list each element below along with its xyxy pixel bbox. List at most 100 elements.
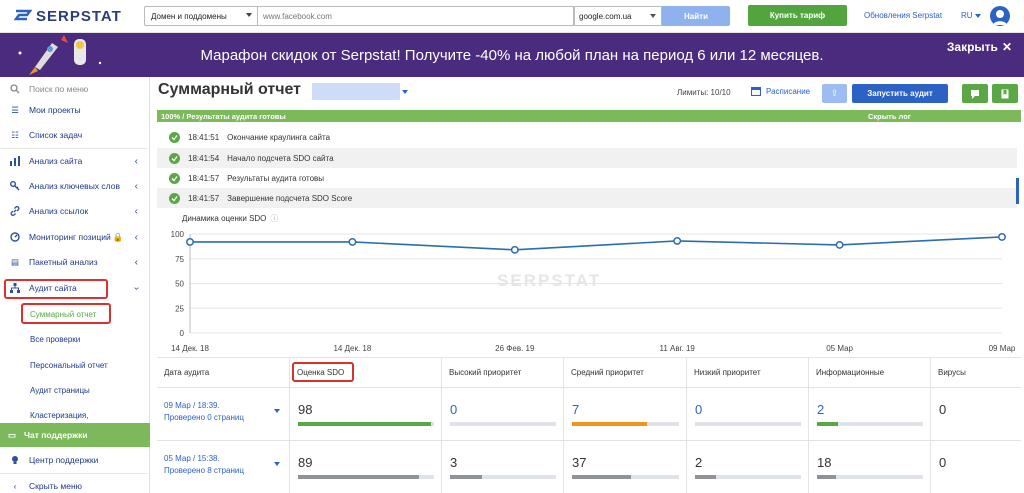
buy-plan-button[interactable]: Купить тариф <box>748 5 847 26</box>
hide-menu-button[interactable]: ‹ Скрыть меню <box>0 474 148 493</box>
user-avatar-icon[interactable] <box>990 6 1010 26</box>
data-point[interactable] <box>998 233 1006 241</box>
language-value: RU <box>961 11 973 20</box>
serpstat-watermark: SERPSTAT <box>497 271 601 290</box>
bookmark-icon <box>1001 89 1009 98</box>
comment-button[interactable] <box>962 84 988 103</box>
sidebar-menu-search[interactable]: Поиск по меню <box>0 77 148 101</box>
audit-date-cell[interactable]: 09 Мар / 18:39. Проверено 0 страниц <box>157 387 289 440</box>
cell-value: 0 <box>939 402 947 417</box>
x-tick-label: 14 Дек. 18 <box>171 344 209 353</box>
banner-text: Марафон скидок от Serpstat! Получите -40… <box>200 46 824 64</box>
data-point[interactable] <box>510 245 519 254</box>
sidebar-subitem-summary-report[interactable]: Суммарный отчет <box>30 310 97 319</box>
chart-title-text: Динамика оценки SDO <box>182 214 267 223</box>
value-bar-fill <box>298 475 420 479</box>
project-select[interactable] <box>312 83 400 100</box>
audit-date[interactable]: 05 Мар / 15:38. <box>164 454 220 463</box>
sidebar-item-projects[interactable]: ☰ Мои проекты <box>0 98 148 122</box>
log-scrollbar[interactable] <box>1016 178 1019 204</box>
sidebar-item-link-analysis[interactable]: Анализ ссылок ‹ <box>0 199 148 223</box>
table-header: Оценка SDO <box>289 358 441 387</box>
audit-date-cell[interactable]: 05 Мар / 15:38. Проверено 8 страниц <box>157 440 289 493</box>
log-time: 18:41:51 <box>188 132 220 142</box>
data-point[interactable] <box>186 237 194 246</box>
value-bar-fill <box>450 475 482 479</box>
lock-icon: 🔒 <box>112 231 124 242</box>
sidebar-item-keyword-analysis[interactable]: Анализ ключевых слов ‹ <box>0 174 148 198</box>
export-button[interactable]: ⇪ <box>822 84 847 103</box>
hide-log-button[interactable]: Скрыть лог <box>868 111 911 121</box>
y-tick-label: 25 <box>175 304 184 313</box>
y-tick-label: 0 <box>180 329 185 338</box>
table-header: Высокий приоритет <box>441 358 563 387</box>
sidebar-item-label: Анализ ключевых слов <box>29 181 120 191</box>
sidebar-item-batch-analysis[interactable]: ▤ Пакетный анализ ‹ <box>0 250 148 274</box>
value-bar-fill <box>817 422 839 426</box>
serpstat-logo[interactable]: SERPSTAT <box>14 7 122 25</box>
schedule-link[interactable]: Расписание <box>751 86 810 96</box>
logo-text: SERPSTAT <box>36 7 122 25</box>
sidebar-item-site-analysis[interactable]: Анализ сайта ‹ <box>0 149 148 173</box>
sdo-line-chart: 0 25 50 75 100 14 Дек. 18 14 Дек. 18 26 Фев. 1… <box>171 230 1016 353</box>
sidebar-item-label: Мои проекты <box>29 105 81 115</box>
highlight-box <box>4 279 108 299</box>
data-point[interactable] <box>673 236 682 245</box>
find-button[interactable]: Найти <box>662 6 730 26</box>
chevron-down-icon[interactable] <box>274 409 280 413</box>
run-audit-button[interactable]: Запустить аудит <box>852 84 948 103</box>
sidebar-item-tasks[interactable]: ☷ Список задач <box>0 123 148 147</box>
sidebar-item-label: Центр поддержки <box>29 455 99 465</box>
promo-banner: Марафон скидок от Serpstat! Получите -40… <box>0 33 1024 77</box>
chart-bars-icon <box>9 155 21 167</box>
y-tick-label: 50 <box>175 280 184 289</box>
cell-value[interactable]: 0 <box>450 402 458 417</box>
cell-value[interactable]: 0 <box>695 402 703 417</box>
cell-value[interactable]: 7 <box>572 402 580 417</box>
sidebar-subitem-clustering[interactable]: Кластеризация, <box>30 411 89 420</box>
table-header: Информационные <box>808 358 930 387</box>
divider <box>0 148 148 149</box>
sidebar-subitem-personal-report[interactable]: Персональный отчет <box>30 361 108 370</box>
updates-link[interactable]: Обновления Serpstat <box>864 11 943 20</box>
domain-scope-value: Домен и поддомены <box>151 11 227 21</box>
chevron-left-icon: ‹ <box>134 257 138 268</box>
table-cell: 0 <box>930 387 1021 440</box>
sidebar-item-site-audit[interactable]: Аудит сайта ‹ <box>0 276 148 300</box>
highlight-box <box>292 362 354 382</box>
sidebar-subitem-all-checks[interactable]: Все проверки <box>30 335 81 344</box>
bookmark-button[interactable] <box>992 84 1018 103</box>
value-bar <box>572 422 679 426</box>
message-icon <box>971 89 979 99</box>
domain-scope-select[interactable]: Домен и поддомены <box>144 6 258 26</box>
support-chat-button[interactable]: ▭ Чат поддержки <box>0 423 150 447</box>
language-select[interactable]: RU <box>961 11 981 20</box>
cell-value[interactable]: 2 <box>817 402 825 417</box>
hide-menu-label: Скрыть меню <box>29 481 83 491</box>
batch-icon: ▤ <box>10 256 20 267</box>
task-list-icon: ☷ <box>11 129 19 140</box>
log-row: 18:41:51 Окончание краулинга сайта <box>157 127 1017 147</box>
sidebar: Поиск по меню ☰ Мои проекты ☷ Список зад… <box>0 77 150 493</box>
table-cell: 18 <box>808 440 930 493</box>
data-point[interactable] <box>348 237 357 246</box>
audit-date[interactable]: 09 Мар / 18:39. <box>164 401 220 410</box>
sidebar-item-support-center[interactable]: Центр поддержки <box>0 448 148 472</box>
sidebar-item-rank-tracker[interactable]: Мониторинг позиций 🔒 ‹ <box>0 225 148 249</box>
lightbulb-icon <box>9 454 21 466</box>
info-icon[interactable]: ⓘ <box>270 214 279 223</box>
sidebar-subitem-page-audit[interactable]: Аудит страницы <box>30 386 90 395</box>
chevron-down-icon[interactable] <box>274 462 280 466</box>
chevron-left-icon: ‹ <box>13 481 17 491</box>
chevron-down-icon[interactable] <box>402 90 408 94</box>
banner-close-label: Закрыть <box>946 40 998 54</box>
value-bar <box>572 475 679 479</box>
log-message: Начало подсчета SDO сайта <box>227 153 334 163</box>
table-cell: 0 <box>441 387 563 440</box>
value-bar-fill <box>695 475 717 479</box>
domain-search-input[interactable] <box>258 6 574 26</box>
log-time: 18:41:54 <box>188 153 220 163</box>
data-point[interactable] <box>835 240 844 249</box>
search-engine-select[interactable]: google.com.ua <box>574 6 662 26</box>
banner-close-button[interactable]: Закрыть ✕ <box>947 40 1012 54</box>
